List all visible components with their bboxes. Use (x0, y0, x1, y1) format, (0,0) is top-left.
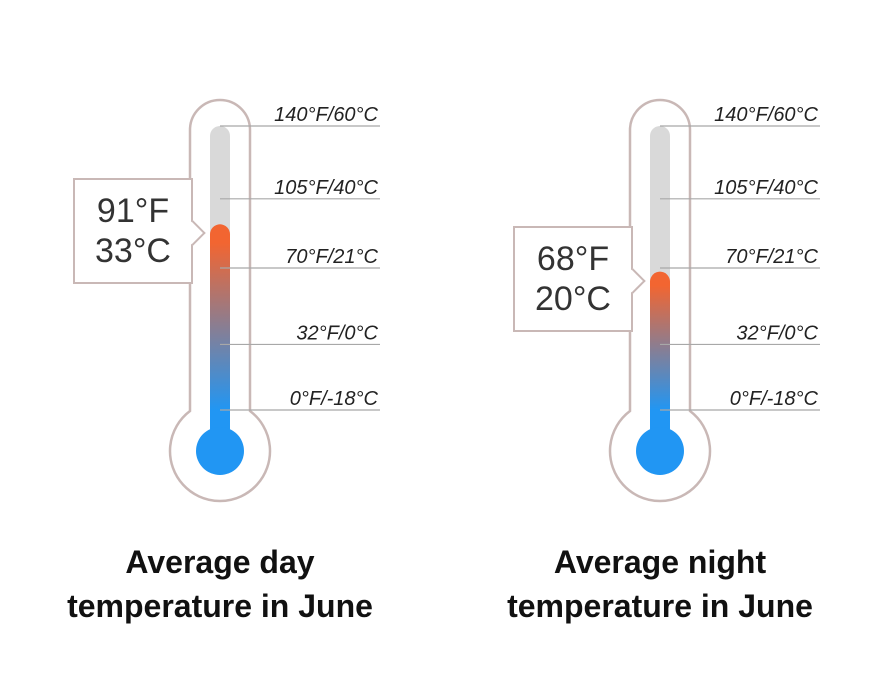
day-tick-label: 0°F/-18°C (290, 388, 379, 410)
night-celsius-value: 20°C (535, 280, 611, 318)
day-caption: Average day temperature in June (0, 540, 440, 628)
day-tick-label: 70°F/21°C (285, 246, 378, 268)
night-thermometer: 140°F/60°C 105°F/40°C 70°F/21°C 32°F/0°C 0°F… (608, 98, 820, 503)
night-mercury-column (650, 271, 670, 451)
night-mercury-bulb (636, 427, 684, 475)
day-tick-label: 140°F/60°C (274, 104, 378, 126)
day-caption-line2: temperature in June (67, 588, 373, 624)
day-caption-line1: Average day (125, 544, 315, 580)
night-tick-label: 105°F/40°C (714, 177, 818, 199)
night-tick-label: 0°F/-18°C (730, 388, 819, 410)
night-fahrenheit-value: 68°F (536, 240, 610, 278)
night-tick-label: 140°F/60°C (714, 104, 818, 126)
day-thermometer: 140°F/60°C 105°F/40°C 70°F/21°C 32°F/0°C 0°F… (168, 98, 380, 503)
day-mercury-bulb (196, 427, 244, 475)
night-caption-line1: Average night (553, 544, 767, 580)
night-caption: Average night temperature in June (440, 540, 880, 628)
day-reading-box: 91°F 33°C (73, 178, 193, 284)
day-celsius-value: 33°C (95, 232, 171, 270)
night-caption-line2: temperature in June (507, 588, 813, 624)
day-thermometer-panel: 140°F/60°C 105°F/40°C 70°F/21°C 32°F/0°C 0°F… (0, 0, 440, 680)
day-fahrenheit-value: 91°F (96, 192, 170, 230)
night-thermometer-panel: 140°F/60°C 105°F/40°C 70°F/21°C 32°F/0°C 0°F… (440, 0, 880, 680)
day-mercury-column (210, 224, 230, 451)
day-tick-label: 32°F/0°C (296, 322, 378, 344)
night-tick-label: 70°F/21°C (725, 246, 818, 268)
night-tick-label: 32°F/0°C (736, 322, 818, 344)
night-reading-box: 68°F 20°C (513, 226, 633, 332)
day-tick-label: 105°F/40°C (274, 177, 378, 199)
